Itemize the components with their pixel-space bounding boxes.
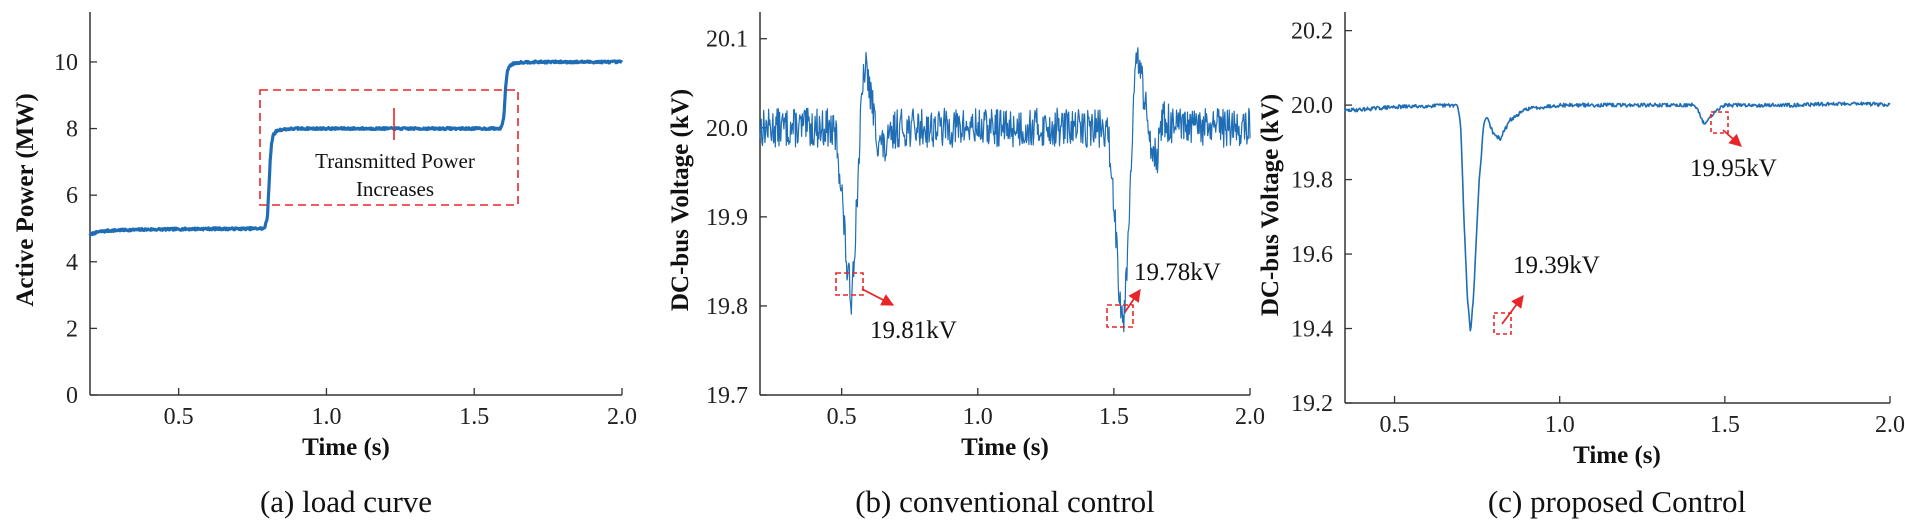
y-tick-label: 2 [66, 316, 78, 342]
series-line [88, 59, 624, 237]
caption-c: (c) proposed Control [1488, 484, 1746, 519]
panel-c: 0.5 1.0 1.5 2.0 19.2 19.4 19.6 19.8 20.0 20.2 19.… [1257, 12, 1905, 519]
x-tick-label: 0.5 [1380, 412, 1410, 438]
annotation-text: 19.39kV [1513, 252, 1600, 279]
annotation-box [259, 89, 519, 206]
x-tick-label: 2.0 [1235, 404, 1265, 430]
y-tick-label: 20.0 [1291, 93, 1333, 119]
y-tick-label: 6 [66, 183, 78, 209]
y-axis-title: Active Power (MW) [12, 93, 39, 306]
x-axis-title: Time (s) [961, 434, 1049, 461]
x-tick-label: 2.0 [1875, 412, 1905, 438]
series-line [759, 47, 1251, 333]
y-tick-label: 19.8 [706, 294, 748, 320]
annotation-arrow [1501, 294, 1524, 325]
annotation-text: 19.95kV [1690, 155, 1777, 182]
y-tick-label: 19.6 [1291, 242, 1333, 268]
y-tick-label: 4 [66, 250, 78, 276]
x-tick-label: 0.5 [164, 404, 194, 430]
ticks-b: 0.5 1.0 1.5 2.0 19.7 19.8 19.9 20.0 20.1 [706, 27, 1265, 430]
y-tick-label: 19.4 [1291, 317, 1333, 343]
x-axis-title: Time (s) [1573, 442, 1661, 469]
annotation-arrow [1124, 288, 1141, 313]
x-tick-label: 1.5 [1099, 404, 1129, 430]
y-tick-label: 8 [66, 117, 78, 143]
y-tick-label: 19.2 [1291, 391, 1333, 417]
y-tick-label: 20.1 [706, 27, 748, 53]
annotation-arrow [1722, 129, 1742, 147]
ticks-c: 0.5 1.0 1.5 2.0 19.2 19.4 19.6 19.8 20.0 20.2 [1291, 19, 1905, 438]
annotation-box [1710, 111, 1729, 134]
x-tick-label: 0.5 [827, 404, 857, 430]
panel-b: 0.5 1.0 1.5 2.0 19.7 19.8 19.9 20.0 20.1 19.81kV… [667, 12, 1265, 519]
annotation-box [1493, 312, 1512, 335]
caption-a: (a) load curve [260, 484, 432, 519]
x-tick-label: 1.5 [459, 404, 489, 430]
annotation-text: 19.78kV [1134, 259, 1221, 286]
annotation-text: 19.81kV [870, 317, 957, 344]
x-tick-label: 1.0 [311, 404, 341, 430]
panel-a: 0.5 1.0 1.5 2.0 0 2 4 6 8 10 Transmitted Power In… [12, 12, 637, 519]
y-tick-label: 20.0 [706, 116, 748, 142]
ticks-a: 0.5 1.0 1.5 2.0 0 2 4 6 8 10 [54, 50, 637, 430]
annotation-box [1106, 304, 1134, 328]
x-tick-label: 1.0 [1545, 412, 1575, 438]
y-axis-title: DC-bus Voltage (kV) [667, 89, 694, 311]
caption-b: (b) conventional control [855, 484, 1155, 519]
x-tick-label: 2.0 [607, 404, 637, 430]
y-axis-title: DC-bus Voltage (kV) [1257, 94, 1284, 316]
y-tick-label: 19.7 [706, 383, 748, 409]
x-tick-label: 1.5 [1710, 412, 1740, 438]
y-tick-label: 19.9 [706, 205, 748, 231]
x-axis-title: Time (s) [302, 434, 390, 461]
y-tick-label: 19.8 [1291, 168, 1333, 194]
annotation-text: Transmitted Power [315, 149, 475, 173]
y-tick-label: 20.2 [1291, 19, 1333, 45]
annotation-arrow [861, 288, 895, 306]
annotation-text-line2: Increases [356, 177, 434, 201]
x-tick-label: 1.0 [963, 404, 993, 430]
series-line [1344, 101, 1891, 332]
y-tick-label: 0 [66, 383, 78, 409]
y-tick-label: 10 [54, 50, 78, 76]
